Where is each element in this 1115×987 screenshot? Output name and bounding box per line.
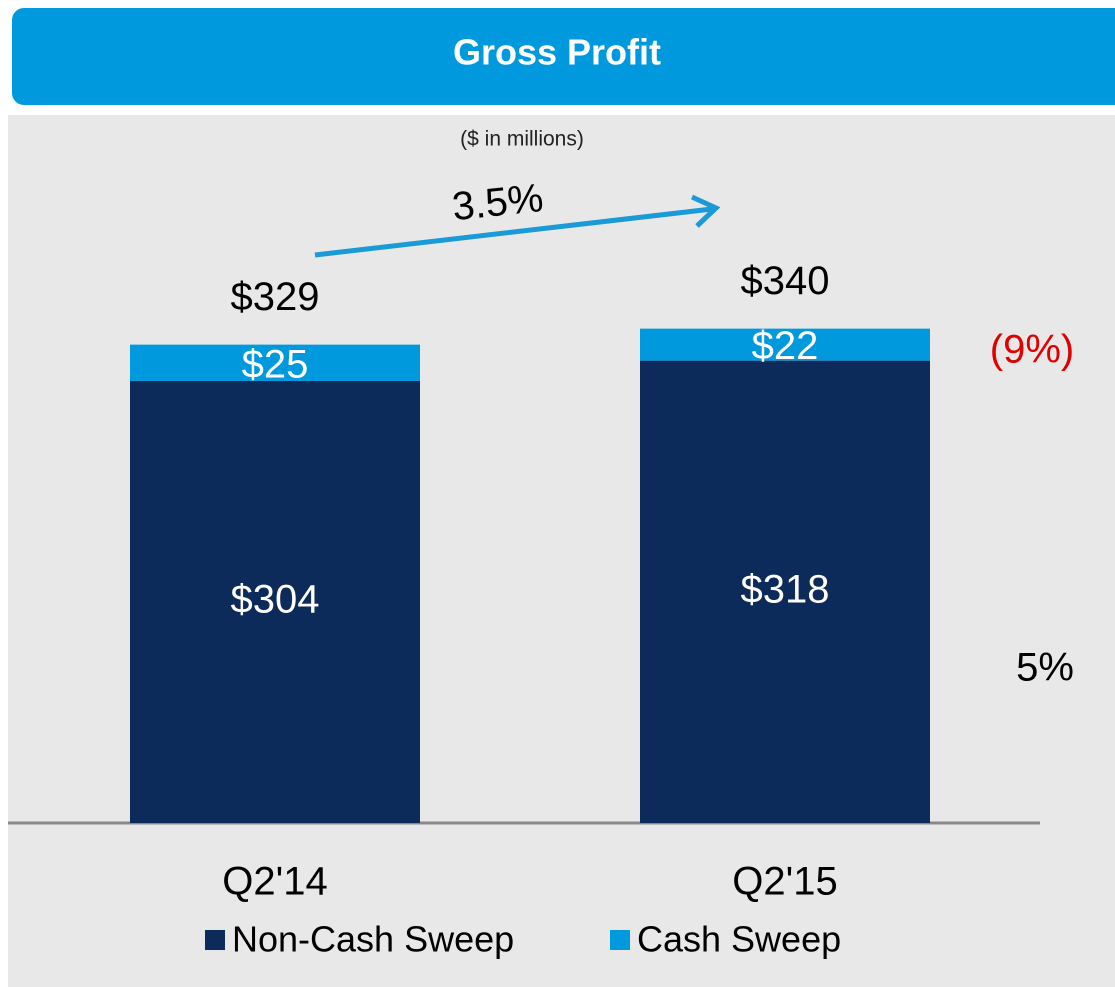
x-tick-label: Q2'14: [222, 860, 328, 904]
x-tick-label: Q2'15: [732, 860, 838, 904]
bar-segment: [640, 328, 930, 361]
growth-label: 3.5%: [450, 176, 545, 229]
arrow-head: [690, 194, 721, 228]
legend-swatch: [610, 930, 630, 950]
value-label: $318: [741, 567, 830, 611]
chart-title: Gross Profit: [453, 32, 661, 73]
cash-growth-label: (9%): [990, 328, 1074, 372]
noncash-growth-label: 5%: [1016, 646, 1074, 690]
bar-segment: [130, 344, 420, 381]
value-label: $22: [752, 324, 819, 368]
header-bar: [12, 8, 1115, 105]
legend-label: Cash Sweep: [637, 919, 841, 960]
total-label: $340: [741, 259, 830, 303]
bar-segment: [130, 380, 420, 823]
legend-swatch: [205, 930, 225, 950]
value-label: $25: [242, 342, 309, 386]
growth-arrow: [314, 206, 713, 258]
subtitle: ($ in millions): [460, 128, 584, 151]
total-label: $329: [231, 275, 320, 319]
legend-label: Non-Cash Sweep: [232, 919, 514, 960]
bar-segment: [640, 360, 930, 823]
value-label: $304: [231, 578, 320, 622]
